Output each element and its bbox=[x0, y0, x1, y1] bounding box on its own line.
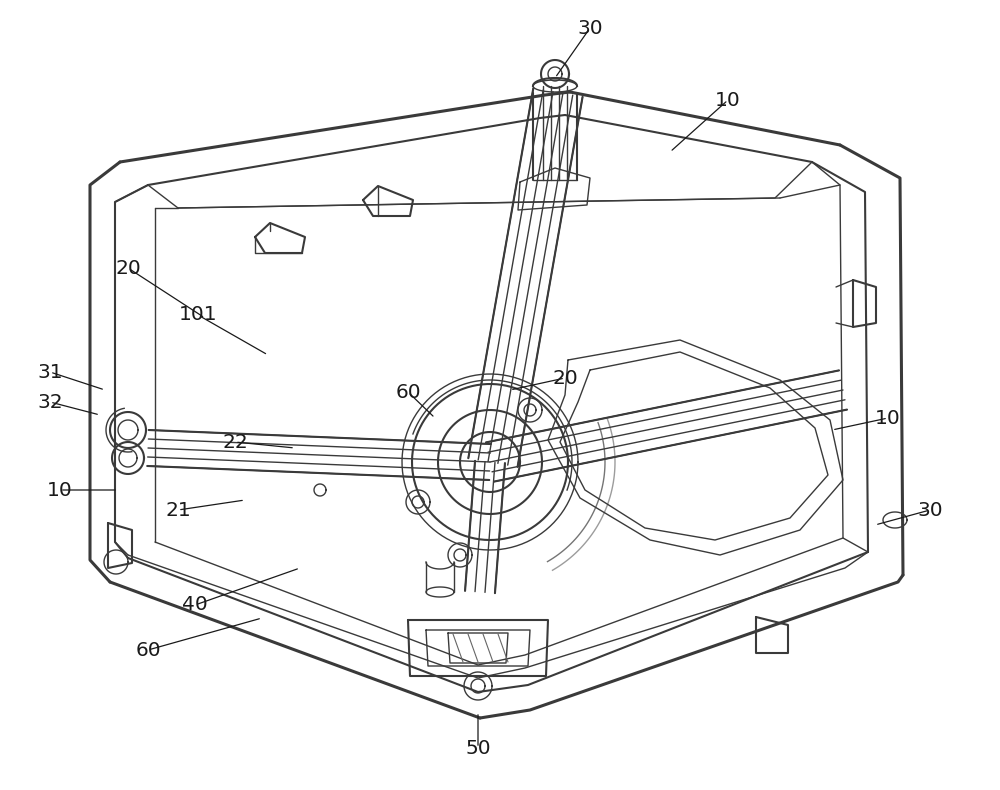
Text: 40: 40 bbox=[182, 596, 208, 615]
Text: 10: 10 bbox=[875, 408, 901, 427]
Text: 22: 22 bbox=[222, 432, 248, 452]
Text: 60: 60 bbox=[135, 641, 161, 660]
Text: 20: 20 bbox=[552, 368, 578, 388]
Text: 31: 31 bbox=[37, 363, 63, 382]
Text: 50: 50 bbox=[465, 739, 491, 758]
Text: 20: 20 bbox=[115, 258, 141, 277]
Text: 30: 30 bbox=[917, 501, 943, 520]
Text: 32: 32 bbox=[37, 393, 63, 412]
Text: 101: 101 bbox=[179, 306, 217, 325]
Text: 10: 10 bbox=[47, 480, 73, 499]
Text: 10: 10 bbox=[715, 91, 741, 110]
Text: 30: 30 bbox=[577, 18, 603, 37]
Text: 21: 21 bbox=[165, 501, 191, 520]
Text: 60: 60 bbox=[395, 382, 421, 401]
